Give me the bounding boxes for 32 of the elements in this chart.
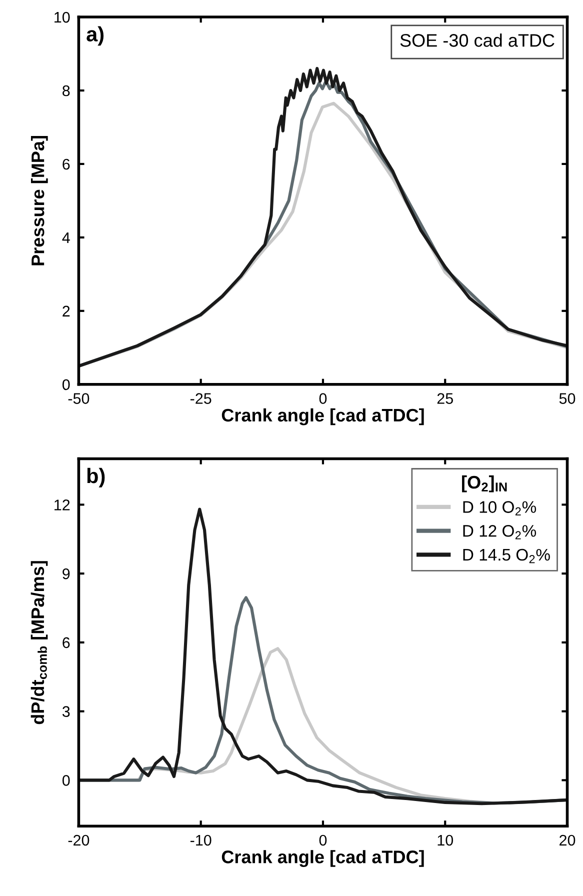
y-tick-label: 3 [62,706,70,717]
x-axis-title: Crank angle [cad aTDC] [222,408,424,426]
legend-label: D 12 O$_{2}$% [463,525,536,540]
x-tick-label: -10 [190,834,212,846]
y-axis-title: dP/dt$_{comb}$ [MPa/ms] [30,561,48,724]
annotation: a) [86,26,104,46]
legend-label: D 10 O$_{2}$% [463,501,536,516]
y-tick-label: 6 [62,158,70,170]
y-tick-label: 9 [62,568,70,580]
y-tick-label: 12 [54,500,70,510]
x-tick-label: 0 [319,834,327,846]
x-tick-label: 10 [438,834,454,846]
x-tick-label: 50 [559,393,576,404]
y-tick-label: 4 [62,232,70,243]
x-tick-label: 25 [437,393,453,404]
x-axis-title: Crank angle [cad aTDC] [222,850,424,867]
annotation: b) [87,468,105,488]
x-tick-label: 20 [560,834,576,846]
x-tick-label: -25 [190,393,212,404]
x-tick-label: -20 [68,834,90,846]
legend-label: D 14.5 O$_{2}$% [463,548,550,564]
y-axis-title: Pressure [MPa] [30,136,48,266]
y-tick-label: 8 [62,85,70,96]
x-tick-label: -50 [68,393,90,404]
y-tick-label: 10 [54,12,70,23]
annotation: SOE -30 cad aTDC [400,34,554,47]
y-tick-label: 6 [62,637,70,648]
x-tick-label: 0 [319,393,327,404]
y-tick-label: 0 [62,379,70,390]
y-tick-label: 0 [62,775,70,786]
legend-title: [O$_{2}$]$_{IN}$ [462,475,507,492]
y-tick-label: 2 [62,306,70,316]
